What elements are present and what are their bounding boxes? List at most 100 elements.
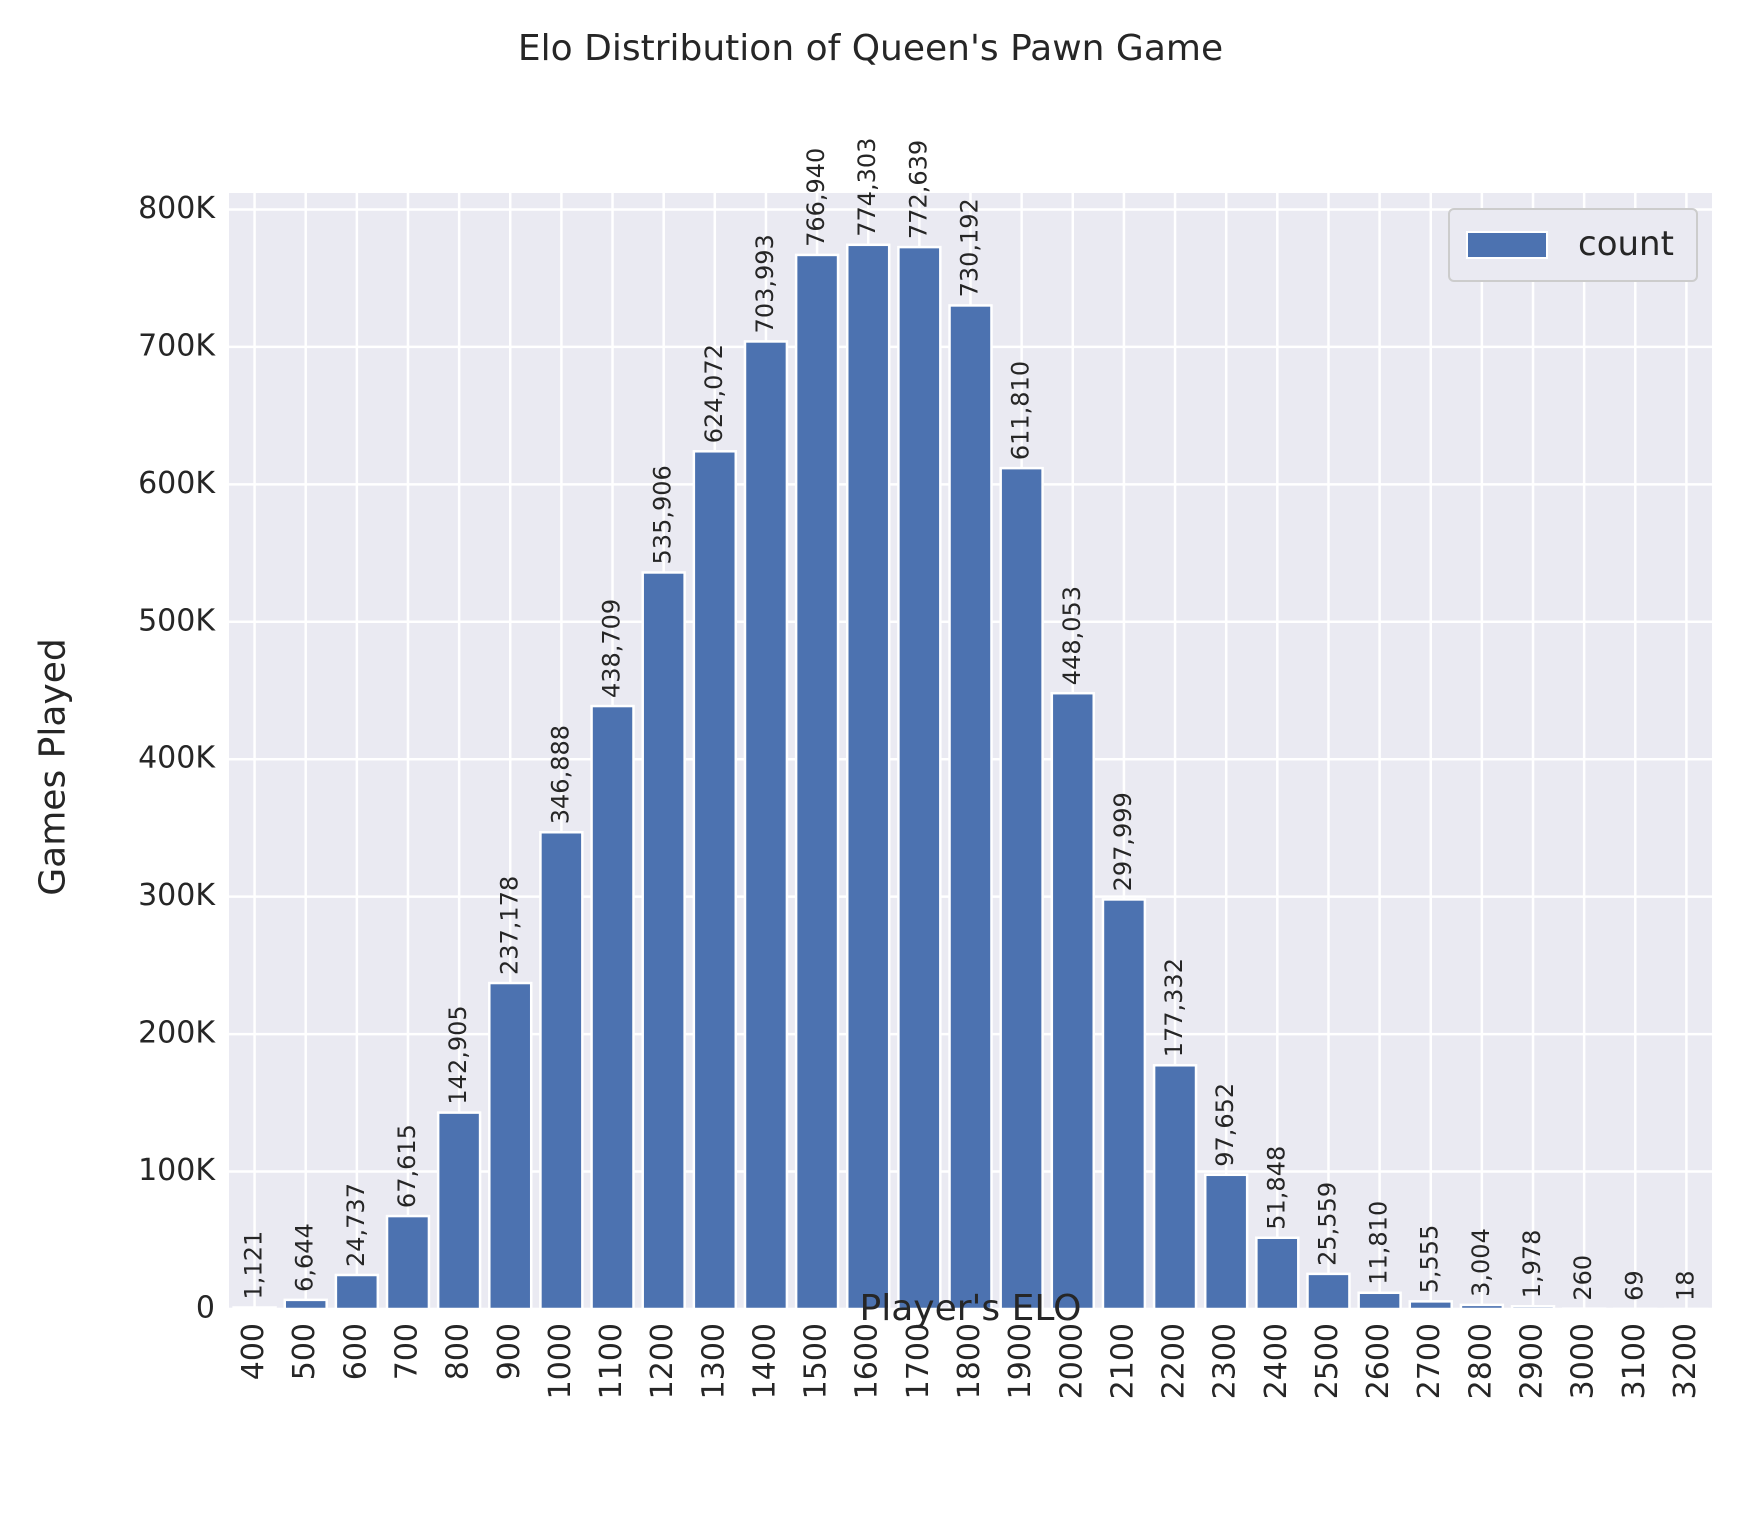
- x-tick-label: 2300: [1208, 1323, 1243, 1399]
- x-tick-label: 1300: [696, 1323, 731, 1399]
- y-tick-label: 500K: [138, 603, 216, 638]
- bar: [590, 704, 635, 1311]
- x-tick-label: 1800: [952, 1323, 987, 1399]
- data-label: 177,332: [1160, 958, 1188, 1057]
- x-tick-label: 3100: [1617, 1323, 1652, 1399]
- x-tick-label: 400: [236, 1323, 271, 1380]
- data-label: 6,644: [291, 1223, 319, 1292]
- x-tick-label: 1900: [1003, 1323, 1038, 1399]
- data-label: 69: [1620, 1270, 1648, 1301]
- data-label: 772,639: [904, 140, 932, 239]
- data-label: 3,004: [1467, 1228, 1495, 1297]
- y-axis-label: Games Played: [32, 638, 74, 896]
- bar: [948, 304, 993, 1311]
- bar: [539, 830, 584, 1311]
- x-tick-label: 800: [441, 1323, 476, 1380]
- data-label: 730,192: [956, 198, 984, 297]
- x-tick-label: 1400: [747, 1323, 782, 1399]
- x-tick-label: 2000: [1054, 1323, 1089, 1399]
- bar: [334, 1273, 380, 1311]
- x-tick-label: 1000: [543, 1323, 578, 1399]
- y-tick-label: 600K: [138, 466, 216, 501]
- data-label: 51,848: [1262, 1146, 1290, 1230]
- bar: [488, 981, 533, 1311]
- data-label: 624,072: [700, 344, 728, 443]
- bar: [1459, 1303, 1505, 1311]
- data-label: 24,737: [342, 1183, 370, 1267]
- data-label: 1,121: [240, 1231, 268, 1300]
- data-label: 297,999: [1109, 792, 1137, 891]
- bar: [232, 1306, 277, 1311]
- x-tick-label: 2600: [1361, 1323, 1396, 1399]
- x-tick-label: 600: [338, 1323, 373, 1380]
- x-axis: 400 500 600 700 800 900 1000 1100 1200 1300 1400 15…: [236, 1323, 1703, 1399]
- bar: [1357, 1291, 1402, 1311]
- bar: [436, 1111, 482, 1311]
- x-tick-label: 500: [287, 1323, 322, 1380]
- data-label: 611,810: [1007, 361, 1035, 460]
- data-label: 11,810: [1365, 1201, 1393, 1285]
- x-tick-label: 3000: [1566, 1323, 1601, 1399]
- x-tick-label: 1100: [594, 1323, 629, 1399]
- data-label: 703,993: [751, 234, 779, 333]
- bar: [846, 243, 891, 1311]
- data-label: 97,652: [1211, 1083, 1239, 1167]
- x-tick-label: 2900: [1515, 1323, 1550, 1399]
- x-tick-label: 3200: [1668, 1323, 1703, 1399]
- legend-swatch: [1466, 231, 1548, 259]
- bar: [1203, 1173, 1249, 1311]
- data-label: 5,555: [1416, 1225, 1444, 1294]
- data-label: 438,709: [598, 599, 626, 698]
- bar: [1152, 1064, 1198, 1311]
- x-tick-label: 2100: [1105, 1323, 1140, 1399]
- x-tick-label: 900: [492, 1323, 527, 1380]
- data-label: 774,303: [853, 138, 881, 237]
- data-label: 67,615: [393, 1124, 421, 1208]
- data-label: 237,178: [495, 876, 523, 975]
- data-label: 346,888: [546, 725, 574, 824]
- x-tick-label: 2400: [1259, 1323, 1294, 1399]
- data-labels: 1,121 6,644 24,737 67,615 142,905 237,178 346,…: [240, 138, 1700, 1301]
- bar: [692, 450, 738, 1311]
- data-label: 535,906: [649, 465, 677, 564]
- bar: [794, 253, 840, 1311]
- bar: [1050, 691, 1095, 1311]
- bar: [999, 466, 1044, 1311]
- data-label: 766,940: [802, 148, 830, 247]
- bar: [641, 571, 686, 1311]
- legend-label: count: [1578, 224, 1674, 264]
- x-tick-label: 1200: [645, 1323, 680, 1399]
- bars: [232, 243, 1709, 1311]
- bar: [743, 340, 789, 1311]
- data-label: 448,053: [1058, 586, 1086, 685]
- bar: [897, 245, 942, 1311]
- bar: [1255, 1236, 1300, 1311]
- x-tick-label: 1700: [901, 1323, 936, 1399]
- chart-title: Elo Distribution of Queen's Pawn Game: [517, 28, 1224, 69]
- y-tick-label: 0: [196, 1291, 215, 1326]
- legend: count: [1448, 208, 1698, 282]
- x-tick-label: 1600: [850, 1323, 885, 1399]
- y-tick-label: 700K: [138, 328, 216, 363]
- bar: [1101, 898, 1147, 1311]
- y-tick-label: 400K: [138, 741, 216, 776]
- data-label: 18: [1671, 1270, 1699, 1301]
- x-tick-label: 1500: [799, 1323, 834, 1399]
- x-tick-label: 2800: [1463, 1323, 1498, 1399]
- y-tick-label: 300K: [138, 878, 216, 913]
- x-tick-label: 2700: [1412, 1323, 1447, 1399]
- x-axis-label: Player's ELO: [859, 1288, 1082, 1329]
- y-axis: 0 100K 200K 300K 400K 500K 600K 700K 800K: [138, 191, 216, 1326]
- bar: [1510, 1305, 1556, 1311]
- x-tick-label: 700: [389, 1323, 424, 1380]
- y-tick-label: 100K: [138, 1153, 216, 1188]
- y-tick-label: 800K: [138, 191, 216, 226]
- x-tick-label: 2200: [1157, 1323, 1192, 1399]
- bar: [1408, 1300, 1453, 1311]
- x-tick-label: 2500: [1310, 1323, 1345, 1399]
- bar: [283, 1298, 328, 1311]
- data-label: 142,905: [444, 1005, 472, 1104]
- data-label: 260: [1569, 1255, 1597, 1301]
- data-label: 1,978: [1518, 1230, 1546, 1299]
